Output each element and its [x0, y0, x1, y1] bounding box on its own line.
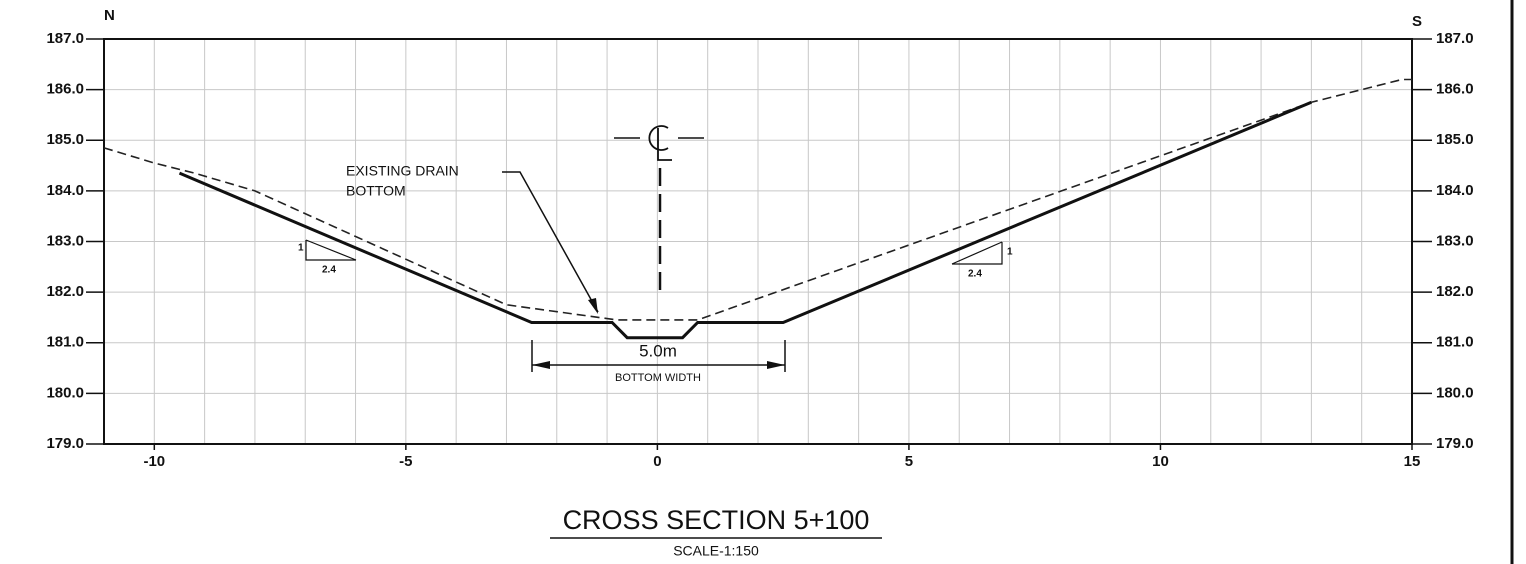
x-tick-label: 15	[1404, 453, 1421, 470]
arrowhead	[532, 361, 550, 369]
y-tick-label: 186.0	[46, 81, 84, 98]
x-tick-label: 10	[1152, 453, 1169, 470]
y2-tick-label: 181.0	[1436, 334, 1474, 351]
drain-note: BOTTOM	[346, 183, 406, 199]
dimension-label: BOTTOM WIDTH	[615, 372, 701, 384]
y2-tick-label: 183.0	[1436, 232, 1474, 249]
y-tick-label: 181.0	[46, 334, 84, 351]
south-label: S	[1412, 13, 1422, 30]
y-tick-label: 187.0	[46, 30, 84, 47]
arrowhead	[588, 298, 598, 314]
y2-tick-label: 187.0	[1436, 30, 1474, 47]
leader	[502, 171, 599, 313]
y-tick-label: 180.0	[46, 384, 84, 401]
north-label: N	[104, 7, 115, 24]
slope-run: 2.4	[322, 265, 336, 276]
slope-triangle	[305, 239, 357, 261]
chart-subtitle: SCALE-1:150	[673, 543, 759, 559]
drain-note: EXISTING DRAIN	[346, 163, 459, 179]
y2-tick-label: 180.0	[1436, 384, 1474, 401]
y-tick-label: 185.0	[46, 131, 84, 148]
x-tick-label: -10	[143, 453, 165, 470]
slope-rise: 1	[1007, 247, 1013, 258]
x-tick-label: 5	[905, 453, 913, 470]
arrowhead	[767, 361, 785, 369]
x-tick-label: 0	[653, 453, 661, 470]
y2-tick-label: 186.0	[1436, 81, 1474, 98]
y-tick-label: 182.0	[46, 283, 84, 300]
chart-title: CROSS SECTION 5+100	[563, 505, 870, 535]
design-section	[178, 100, 1312, 340]
slope-triangle	[952, 242, 1003, 265]
centerline-symbol	[614, 125, 704, 294]
y-tick-label: 184.0	[46, 182, 84, 199]
slope-run: 2.4	[968, 269, 982, 280]
y2-tick-label: 184.0	[1436, 182, 1474, 199]
slope-rise: 1	[298, 243, 304, 254]
slope-triangle	[951, 241, 1003, 265]
y2-tick-label: 182.0	[1436, 283, 1474, 300]
y-tick-label: 183.0	[46, 232, 84, 249]
dimension-value: 5.0m	[639, 341, 677, 360]
x-tick-label: -5	[399, 453, 412, 470]
y-tick-label: 179.0	[46, 435, 84, 452]
y2-tick-label: 185.0	[1436, 131, 1474, 148]
slope-triangle	[305, 240, 356, 261]
y2-tick-label: 179.0	[1436, 435, 1474, 452]
